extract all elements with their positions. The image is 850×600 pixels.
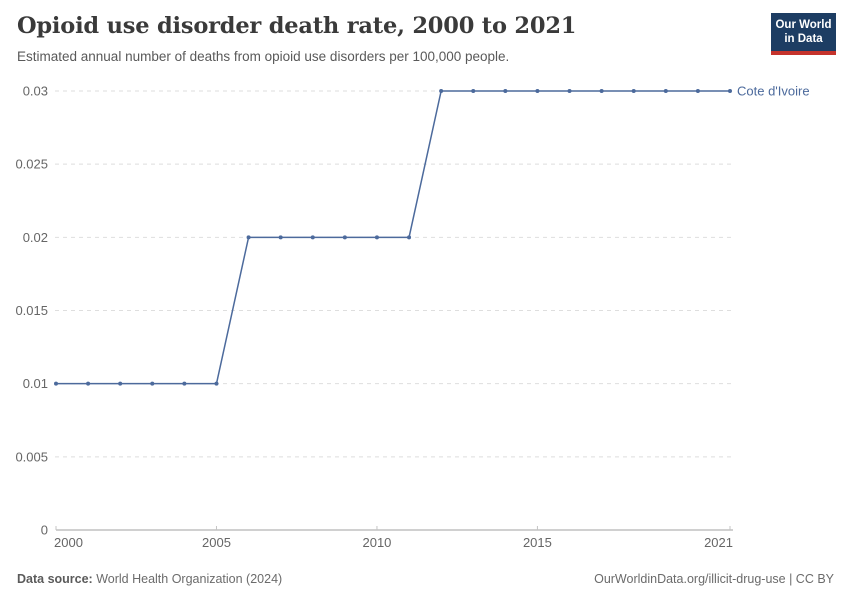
owid-logo-line1: Our World	[775, 19, 832, 31]
owid-logo[interactable]: Our World in Data	[771, 13, 836, 55]
data-point[interactable]	[695, 89, 700, 93]
data-point[interactable]	[407, 235, 412, 240]
data-point[interactable]	[567, 89, 572, 93]
data-point[interactable]	[631, 89, 636, 93]
data-source-note: Data source: World Health Organization (…	[17, 572, 282, 587]
y-tick-label: 0.015	[15, 303, 48, 318]
data-point[interactable]	[214, 381, 219, 386]
data-source-label: Data source:	[17, 572, 93, 586]
data-point[interactable]	[182, 381, 187, 386]
data-point[interactable]	[246, 235, 251, 240]
data-point[interactable]	[118, 381, 123, 386]
y-tick-label: 0.025	[15, 157, 48, 172]
x-tick-label: 2000	[54, 535, 83, 550]
y-tick-label: 0.02	[23, 230, 48, 245]
x-tick-label: 2021	[704, 535, 733, 550]
data-point[interactable]	[54, 381, 58, 386]
y-tick-label: 0.005	[15, 449, 48, 464]
chart-subtitle: Estimated annual number of deaths from o…	[17, 48, 510, 64]
data-point[interactable]	[728, 89, 732, 93]
data-point[interactable]	[374, 235, 379, 240]
data-source-value: World Health Organization (2024)	[92, 572, 283, 586]
y-tick-label: 0.01	[23, 376, 48, 391]
line-chart[interactable]: 0 0.005 0.01 0.015 0.02 0.025 0.03 2000 2005 2010…	[0, 75, 850, 560]
page-title: Opioid use disorder death rate, 2000 to …	[17, 13, 577, 39]
x-tick-label: 2005	[202, 535, 231, 550]
line-chart-svg[interactable]: 0 0.005 0.01 0.015 0.02 0.025 0.03 2000 2005 2010…	[0, 75, 850, 555]
data-line[interactable]	[56, 90, 730, 385]
data-point[interactable]	[535, 89, 540, 93]
data-point[interactable]	[150, 381, 155, 386]
data-point[interactable]	[439, 89, 444, 93]
data-point[interactable]	[599, 89, 604, 93]
y-tick-label: 0.03	[23, 84, 48, 99]
chart-footer: Data source: World Health Organization (…	[17, 572, 834, 587]
data-point[interactable]	[471, 89, 476, 93]
chart-header: Opioid use disorder death rate, 2000 to …	[17, 13, 750, 65]
data-point[interactable]	[310, 235, 315, 240]
data-point[interactable]	[342, 235, 347, 240]
data-point[interactable]	[503, 89, 508, 93]
data-point[interactable]	[86, 381, 91, 386]
data-point[interactable]	[278, 235, 283, 240]
series-end-label[interactable]: Cote d'Ivoire	[737, 84, 810, 99]
data-point[interactable]	[663, 89, 668, 93]
attribution-link[interactable]: OurWorldinData.org/illicit-drug-use | CC…	[594, 572, 834, 586]
x-tick-label: 2015	[523, 535, 552, 550]
owid-logo-line2: in Data	[784, 33, 823, 46]
y-tick-label: 0	[41, 523, 48, 538]
x-tick-label: 2010	[362, 535, 391, 550]
